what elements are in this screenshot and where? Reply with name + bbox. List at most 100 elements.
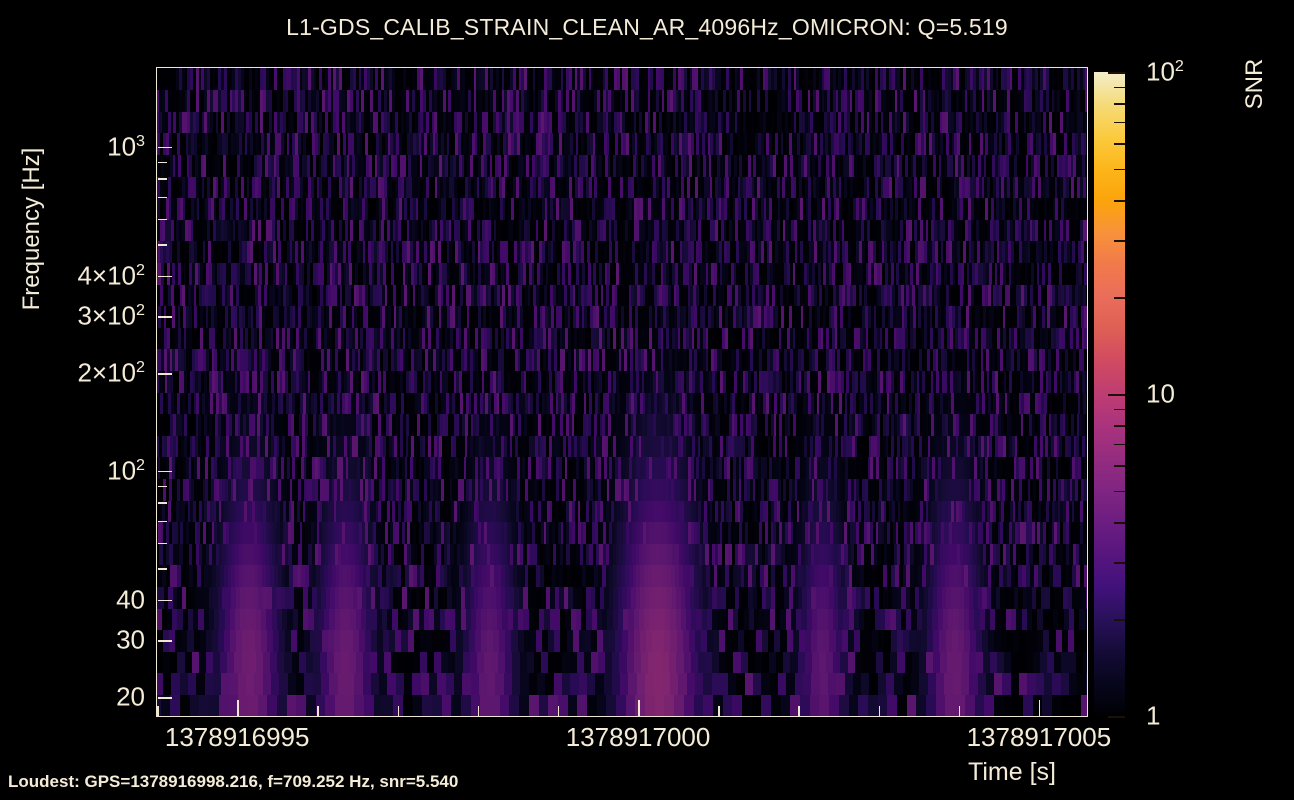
spectrogram-tile [934,500,938,523]
spectrogram-tile [406,586,412,609]
spectrogram-tile [984,694,995,716]
spectrogram-tile [821,543,825,566]
spectrogram-tile [231,586,237,609]
spectrogram-tile [869,521,874,544]
spectrogram-tile [381,608,388,631]
spectrogram-tile [486,521,491,544]
spectrogram-tile [728,672,738,695]
spectrogram-tile [355,651,364,674]
spectrogram-tile [1040,521,1044,544]
spectrogram-tile [416,564,422,587]
spectrogram-tile [313,608,320,631]
spectrogram-tile [586,672,596,695]
spectrogram-tile [625,694,636,716]
spectrogram-tile [750,521,755,544]
spectrogram-tile [157,521,159,544]
spectrogram-tile [461,521,465,544]
spectrogram-tile [946,543,951,566]
spectrogram-tile [847,651,856,674]
spectrogram-tile [291,651,300,674]
spectrogram-tile [1042,694,1053,716]
spectrogram-tile [510,500,514,523]
spectrogram-tile [354,564,360,587]
spectrogram-tile [228,694,239,716]
spectrogram-tile [859,608,865,631]
spectrogram-tile [644,608,650,631]
spectrogram-tile [364,521,369,544]
spectrogram-tile [487,586,493,609]
spectrogram-tile [465,586,471,609]
spectrogram-tile [935,672,945,695]
spectrogram-tile [1005,608,1012,631]
spectrogram-tile [586,543,591,566]
spectrogram-tile [1018,651,1027,674]
spectrogram-tile [811,651,820,674]
spectrogram-tile [897,651,906,674]
spectrogram-tile [327,500,332,523]
spectrogram-tile [1028,521,1033,544]
spectrogram-tile [448,500,452,523]
spectrogram-tile [1022,586,1028,609]
spectrogram-tile [250,564,256,587]
spectrogram-tile [625,500,629,523]
spectrogram-tile [689,500,694,523]
spectrogram-tile [468,500,472,523]
spectrogram-tile [205,543,210,566]
spectrogram-tile [465,608,472,631]
spectrogram-tile [1036,586,1042,609]
spectrogram-tile [725,543,729,566]
spectrogram-tile [510,543,514,566]
spectrogram-tile [484,521,488,544]
spectrogram-tile [316,564,321,587]
spectrogram-tile [861,500,865,523]
spectrogram-tile [1032,651,1041,674]
spectrogram-tile [528,672,538,695]
spectrogram-tile [957,629,965,652]
spectrogram-tile [1014,521,1019,544]
spectrogram-tile [861,521,865,544]
spectrogram-tile [263,651,271,674]
spectrogram-tile [157,564,159,587]
spectrogram-tile [385,564,391,587]
spectrogram-canvas[interactable] [157,68,1087,716]
spectrogram-tile [824,543,829,566]
spectrogram-tile [305,651,314,674]
spectrogram-tile [523,521,528,544]
spectrogram-tile [443,564,449,587]
spectrogram-tile [914,629,922,652]
spectrogram-tile [246,500,250,523]
spectrogram-tile [359,521,363,544]
spectrogram-tile [736,672,746,695]
spectrogram-tile [837,543,842,566]
spectrogram-tile [988,629,996,652]
spectrogram-tile [220,521,224,544]
spectrogram-tile [163,521,167,544]
spectrogram-tile [883,651,891,674]
spectrogram-tile [802,564,807,587]
spectrogram-tile [218,543,223,566]
spectrogram-tile [621,629,629,652]
spectrogram-tile [490,543,495,566]
spectrogram-tile [821,564,827,587]
spectrogram-tile [1079,500,1084,523]
spectrogram-tile [224,629,231,652]
spectrogram-tile [991,586,997,609]
spectrogram-tile [1011,608,1017,631]
spectrogram-tile [1058,608,1065,631]
spectrogram-tile [279,629,286,652]
spectrogram-tile [334,651,342,674]
spectrogram-tile [824,586,830,609]
spectrogram-tile [236,629,244,652]
spectrogram-tile [505,651,514,674]
spectrogram-tile [577,586,583,609]
spectrogram-tile [410,543,415,566]
spectrogram-tile [337,672,347,695]
spectrogram-tile [507,500,511,523]
spectrogram-tile [966,521,970,544]
spectrogram-tile [199,543,203,566]
spectrogram-tile [963,608,970,631]
spectrogram-tile [804,500,809,523]
spectrogram-tile [1037,629,1044,652]
spectrogram-tile [341,543,346,566]
spectrogram-tile [299,521,303,544]
